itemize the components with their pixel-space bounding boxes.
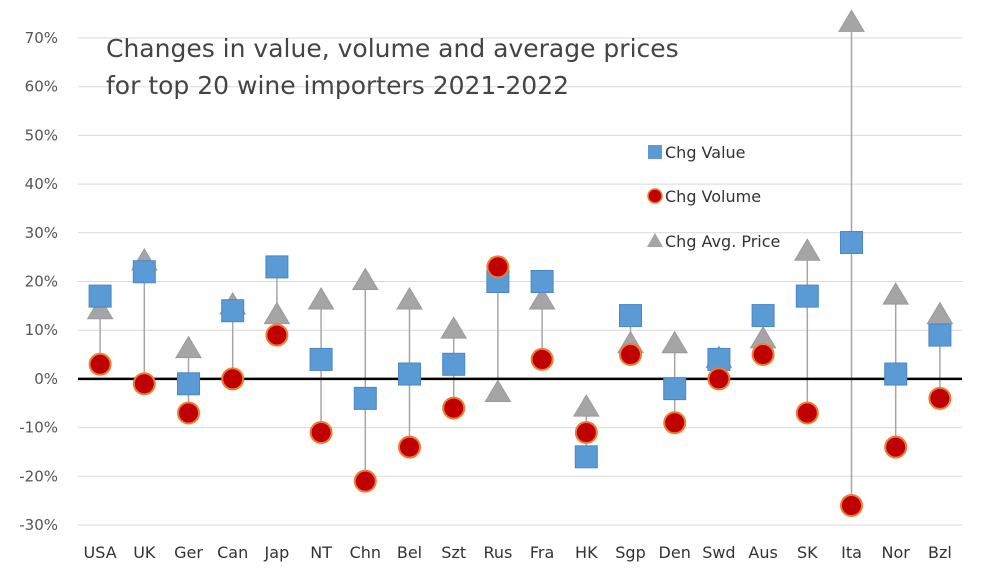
value-point [265, 255, 289, 279]
y-tick-label: 10% [25, 321, 58, 339]
price-point [926, 301, 954, 325]
legend-price-marker [647, 233, 663, 247]
x-tick-label: Can [217, 543, 248, 562]
price-point [263, 301, 291, 325]
x-tick-label: Bel [397, 543, 422, 562]
x-tick-label: Sgp [615, 543, 645, 562]
value-point [619, 304, 642, 328]
price-point [793, 238, 821, 261]
legend-value-marker [648, 145, 662, 159]
price-point [307, 286, 335, 310]
x-tick-label: HK [575, 543, 598, 562]
x-tick-label: Den [659, 543, 691, 562]
value-point [177, 372, 200, 396]
volume-point [177, 401, 200, 425]
volume-point [707, 367, 731, 391]
x-tick-label: Aus [748, 543, 777, 562]
legend-label: Chg Volume [665, 187, 761, 206]
chart-title-line-1: Changes in value, volume and average pri… [106, 34, 679, 63]
x-tick-label: Fra [530, 543, 554, 562]
price-point [882, 282, 910, 305]
volume-point [795, 401, 819, 425]
price-point [440, 316, 468, 339]
y-tick-label: -10% [19, 419, 58, 437]
price-point [528, 286, 556, 310]
value-point [884, 362, 908, 386]
x-tick-label: Ita [841, 543, 862, 562]
value-point [88, 284, 112, 308]
legend-volume-marker [647, 188, 663, 204]
price-point [175, 335, 202, 359]
x-tick-label: Bzl [928, 543, 952, 562]
x-tick-label: UK [133, 543, 156, 562]
volume-point [309, 420, 333, 444]
x-tick-label: Chn [350, 543, 381, 562]
volume-point [353, 469, 377, 493]
volume-point [486, 255, 510, 279]
volume-point [884, 435, 908, 459]
volume-point [663, 411, 687, 435]
value-point [663, 377, 687, 401]
x-tick-label: Ger [174, 543, 203, 562]
volume-point [619, 343, 642, 367]
value-point [442, 352, 466, 376]
x-tick-label: Jap [264, 543, 290, 562]
y-tick-label: 40% [25, 175, 58, 193]
x-tick-label: NT [310, 543, 332, 562]
value-point [574, 445, 598, 469]
volume-point [398, 435, 421, 459]
y-tick-label: 50% [25, 126, 58, 144]
y-tick-label: -20% [19, 467, 58, 485]
volume-point [840, 494, 863, 518]
volume-point [928, 386, 952, 410]
x-tick-label: SK [797, 543, 818, 562]
value-point [353, 386, 377, 410]
x-tick-label: Szt [441, 543, 466, 562]
y-tick-label: 0% [34, 370, 58, 388]
x-tick-label: Rus [483, 543, 512, 562]
volume-point [530, 347, 554, 371]
y-tick-label: 20% [25, 273, 58, 291]
legend-label: Chg Value [665, 143, 746, 162]
legend-label: Chg Avg. Price [665, 232, 780, 251]
price-point [351, 267, 379, 290]
chart-title: Changes in value, volume and average pri… [106, 30, 706, 104]
value-point [221, 299, 245, 323]
value-point [132, 260, 156, 284]
y-tick-label: 70% [25, 29, 58, 47]
value-point [795, 284, 819, 308]
volume-point [574, 420, 598, 444]
y-tick-label: 30% [25, 224, 58, 242]
price-point [572, 394, 600, 417]
y-tick-label: -30% [19, 516, 58, 534]
chart-title-line-2: for top 20 wine importers 2021-2022 [106, 71, 570, 100]
value-point [309, 347, 333, 371]
value-point [398, 362, 421, 386]
price-point [484, 379, 512, 402]
value-point [707, 347, 731, 371]
volume-point [442, 396, 466, 420]
price-point [396, 286, 423, 310]
x-tick-label: Swd [702, 543, 735, 562]
x-tick-label: Nor [882, 543, 911, 562]
price-point [86, 296, 114, 320]
value-point [751, 304, 775, 328]
volume-point [265, 323, 289, 347]
volume-point [751, 343, 775, 367]
price-point [838, 9, 865, 32]
x-tick-label: USA [84, 543, 117, 562]
y-tick-label: 60% [25, 78, 58, 96]
volume-point [132, 372, 156, 396]
volume-point [221, 367, 245, 391]
volume-point [88, 352, 112, 376]
value-point [928, 323, 952, 347]
price-point [661, 330, 689, 354]
value-point [840, 231, 863, 255]
value-point [530, 270, 554, 293]
